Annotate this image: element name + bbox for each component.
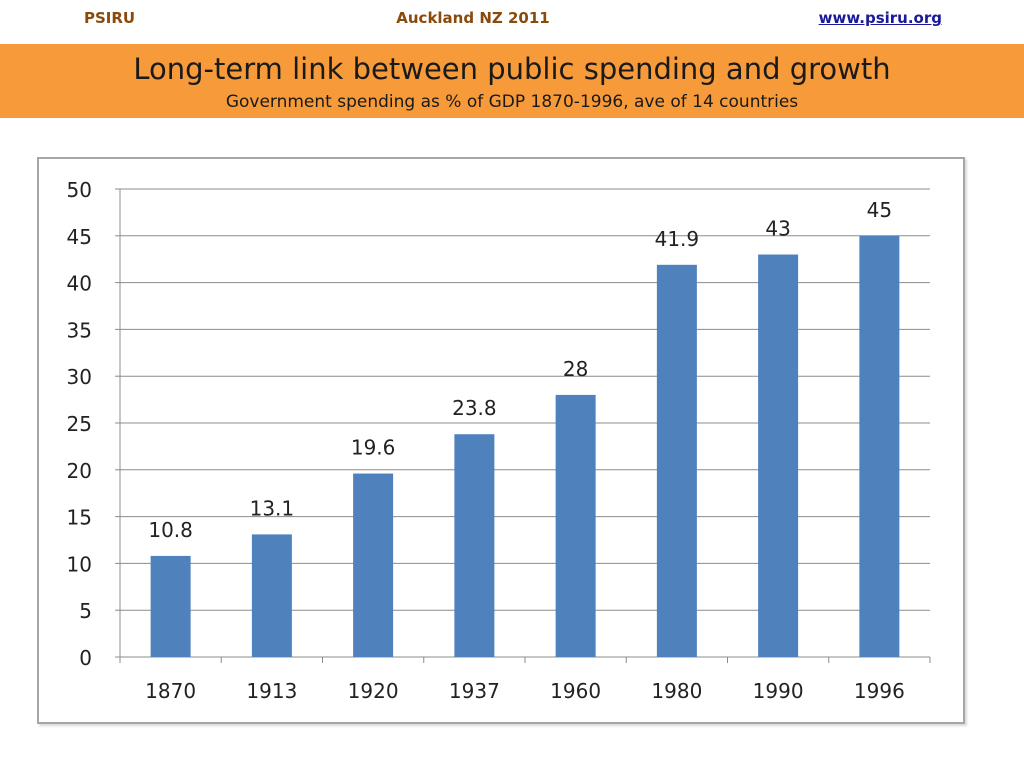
bar	[859, 235, 900, 658]
chart-frame: 0 5 10 15 20 25 30 35 40 45 50 10.8 1870 13.1 1913 19.6…	[37, 157, 965, 724]
y-tick-label: 45	[67, 225, 92, 249]
y-tick-label: 10	[67, 552, 92, 576]
bar-chart: 0 5 10 15 20 25 30 35 40 45 50 10.8 1870 13.1 1913 19.6…	[67, 178, 931, 703]
y-tick-label: 30	[67, 365, 92, 389]
data-label: 41.9	[655, 227, 700, 251]
slide-title: Long-term link between public spending a…	[133, 52, 891, 86]
title-banner: Long-term link between public spending a…	[0, 44, 1024, 118]
data-label: 43	[765, 217, 790, 241]
org-name: PSIRU	[84, 9, 136, 27]
x-tick-label: 1990	[753, 679, 804, 703]
bar	[150, 555, 191, 657]
website-link[interactable]: www.psiru.org	[818, 9, 942, 27]
data-label: 23.8	[452, 396, 497, 420]
x-tick-label: 1937	[449, 679, 500, 703]
x-tick-label: 1996	[854, 679, 905, 703]
data-label: 10.8	[148, 518, 193, 542]
y-tick-label: 25	[67, 412, 92, 436]
x-tick-label: 1913	[246, 679, 297, 703]
bar	[454, 434, 495, 657]
data-label: 13.1	[250, 496, 295, 520]
x-tick-label: 1920	[348, 679, 399, 703]
slide-subtitle: Government spending as % of GDP 1870-199…	[225, 92, 799, 112]
y-tick-label: 15	[67, 506, 92, 530]
x-tick-label: 1980	[651, 679, 702, 703]
bar	[251, 534, 292, 657]
bar	[555, 394, 596, 657]
bar	[353, 473, 394, 657]
y-tick-label: 20	[67, 459, 92, 483]
data-label: 19.6	[351, 436, 396, 460]
x-tick-label: 1960	[550, 679, 601, 703]
data-label: 28	[563, 357, 588, 381]
x-tick-label: 1870	[145, 679, 196, 703]
event-location: Auckland NZ 2011	[396, 9, 550, 27]
top-header-bar: PSIRU Auckland NZ 2011 www.psiru.org	[0, 0, 1024, 42]
data-label: 45	[867, 198, 892, 222]
y-tick-label: 40	[67, 272, 92, 296]
y-tick-label: 0	[79, 646, 92, 670]
y-tick-label: 35	[67, 318, 92, 342]
y-tick-label: 5	[79, 599, 92, 623]
y-tick-label: 50	[67, 178, 92, 202]
bar	[656, 264, 697, 657]
bar	[758, 254, 799, 657]
